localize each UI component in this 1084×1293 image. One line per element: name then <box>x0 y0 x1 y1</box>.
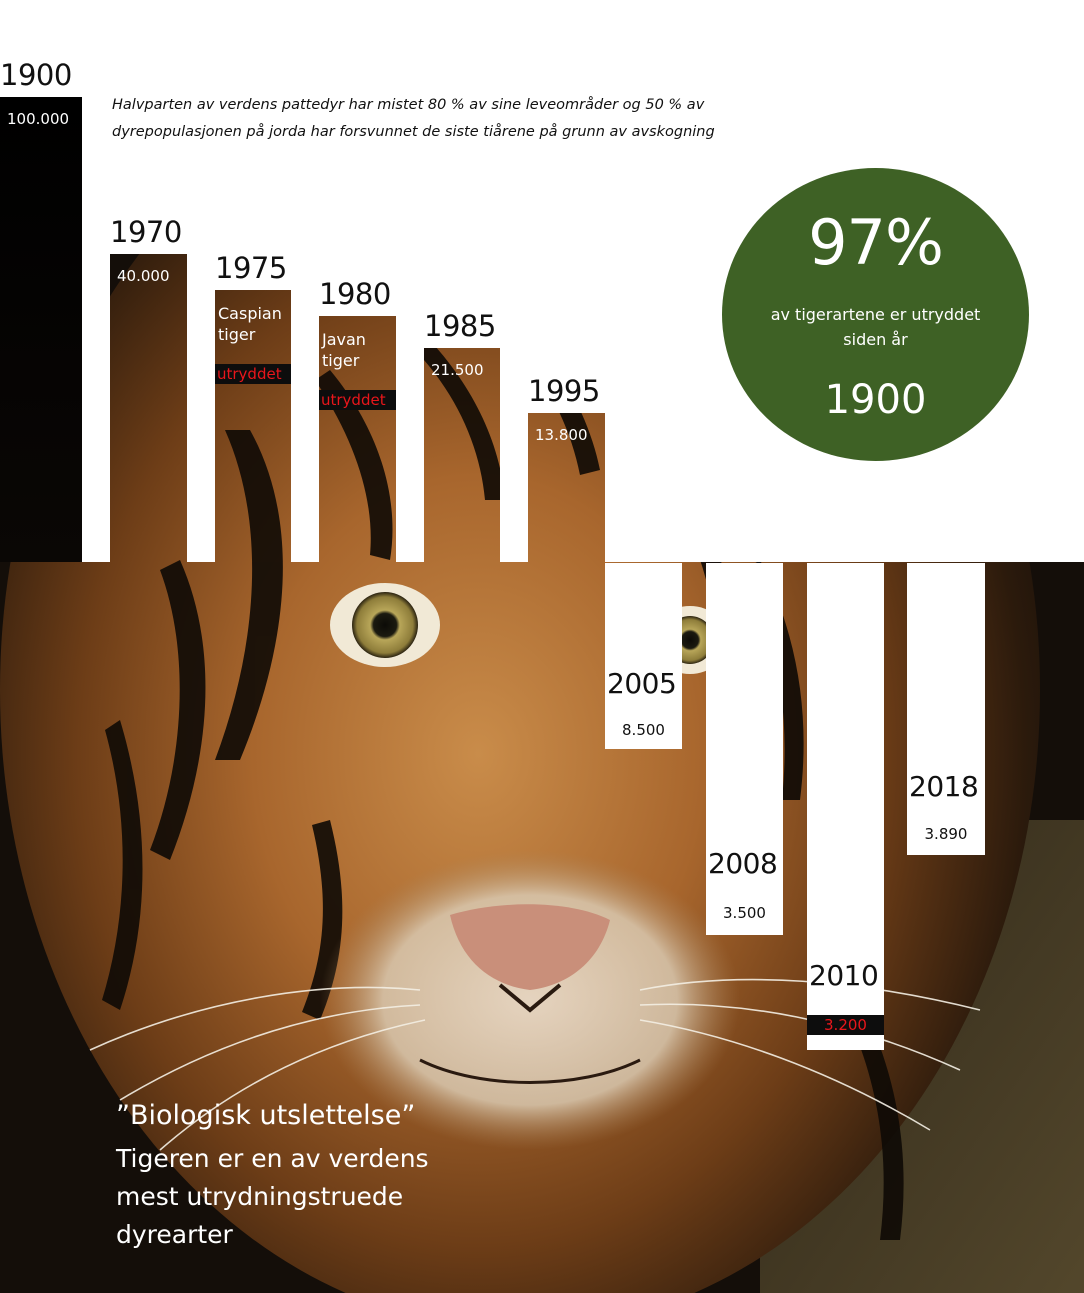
year-label-2005: 2005 <box>607 667 677 700</box>
value-label-2010: 3.200 <box>807 1015 884 1035</box>
bar-photo-fill <box>528 413 605 562</box>
bar-2018 <box>907 563 985 855</box>
year-label-1975: 1975 <box>215 251 287 285</box>
bar-1900 <box>0 97 82 562</box>
bar-2005 <box>605 563 682 749</box>
bar-photo-fill <box>424 348 500 562</box>
highlight-text: av tigerartene er utryddet siden år <box>770 305 981 349</box>
species-note-1975: Caspian tiger <box>218 304 282 344</box>
highlight-year: 1900 <box>824 377 927 423</box>
value-label-2005: 8.500 <box>622 721 665 739</box>
value-label-2008: 3.500 <box>723 904 766 922</box>
bar-photo-fill <box>215 290 291 562</box>
year-label-2008: 2008 <box>708 847 778 880</box>
extinct-label-1975: utryddet <box>215 364 291 384</box>
year-label-2018: 2018 <box>909 770 979 803</box>
value-label-1900: 100.000 <box>7 110 70 128</box>
value-label-1995: 13.800 <box>535 426 588 444</box>
bar-1985 <box>424 348 500 562</box>
bar-photo-fill <box>110 254 187 562</box>
value-label-1985: 21.500 <box>431 361 484 379</box>
year-label-1970: 1970 <box>110 215 182 249</box>
quote-body: Tigeren er en av verdens mest utrydnings… <box>116 1144 429 1249</box>
bar-2010 <box>807 563 884 1050</box>
year-label-1980: 1980 <box>319 277 391 311</box>
intro-text: Halvparten av verdens pattedyr har miste… <box>112 97 715 140</box>
year-label-1985: 1985 <box>424 309 496 343</box>
bar-2008 <box>706 563 783 935</box>
value-label-1970: 40.000 <box>117 267 170 285</box>
year-label-1995: 1995 <box>528 374 600 408</box>
bar-photo-fill <box>319 316 396 562</box>
highlight-circle: 97% av tigerartene er utryddet siden år … <box>722 168 1029 461</box>
quote-block: ”Biologisk utslettelse” Tigeren er en av… <box>116 1100 446 1254</box>
extinct-label-1980: utryddet <box>319 390 396 410</box>
bar-1980 <box>319 316 396 562</box>
bar-1975 <box>215 290 291 562</box>
bar-1970 <box>110 254 187 562</box>
species-note-1980: Javan tiger <box>322 330 366 370</box>
quote-title: ”Biologisk utslettelse” <box>116 1100 416 1131</box>
value-label-2018: 3.890 <box>924 825 968 843</box>
bar-1995 <box>528 413 605 562</box>
year-label-1900: 1900 <box>0 58 72 92</box>
year-label-2010: 2010 <box>809 959 879 992</box>
highlight-percent: 97% <box>808 206 944 279</box>
